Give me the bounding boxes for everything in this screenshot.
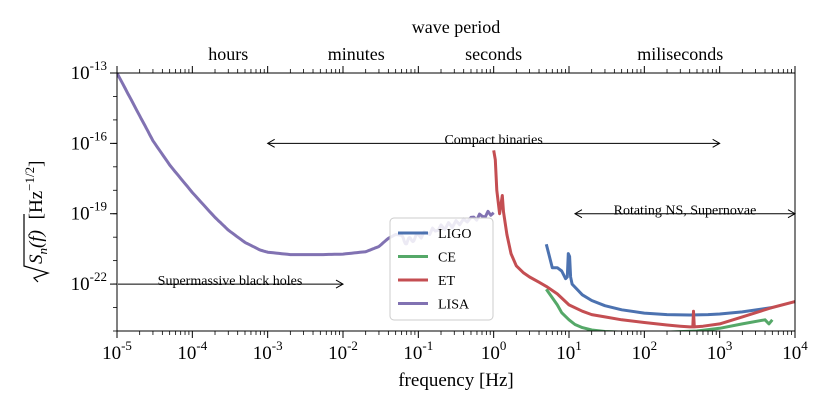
y-tick-base: 10 [71, 274, 90, 295]
y-label-unit-open: [Hz [26, 191, 47, 219]
x-tick-exp: -5 [121, 338, 132, 353]
y-tick-label: 10-22 [71, 269, 107, 295]
x-tick-exp: -4 [196, 338, 207, 353]
x-tick-base: 10 [632, 343, 651, 364]
y-tick-exp: -22 [90, 269, 107, 284]
x-tick-base: 10 [102, 343, 121, 364]
x-tick-label: 10-2 [328, 338, 358, 364]
y-tick-label: 10-19 [71, 199, 107, 225]
y-tick-label: 10-16 [71, 128, 108, 154]
x-tick-base: 10 [328, 343, 347, 364]
x-tick-label: 103 [707, 338, 733, 364]
y-tick-label: 10-13 [71, 58, 107, 84]
x-tick-label: 10-5 [102, 338, 132, 364]
x-tick-label: 102 [632, 338, 658, 364]
arrow-head-right [712, 138, 721, 148]
y-axis-label: Sn(f) [Hz−1/2] [22, 161, 50, 283]
top-axis-label: seconds [465, 44, 522, 64]
x-tick-base: 10 [177, 343, 196, 364]
x-tick-label: 10-3 [253, 338, 283, 364]
y-tick-exp: -19 [90, 199, 107, 214]
y-tick-exp: -13 [90, 58, 107, 73]
x-tick-exp: -2 [347, 338, 358, 353]
y-label-arg: (f) [26, 230, 47, 248]
x-tick-exp: -3 [272, 338, 283, 353]
x-tick-label: 104 [782, 338, 808, 364]
annotation-label: Rotating NS, Supernovae [614, 204, 757, 219]
x-tick-base: 10 [481, 343, 500, 364]
x-tick-exp: 1 [575, 338, 582, 353]
x-tick-exp: 4 [801, 338, 808, 353]
y-tick-base: 10 [71, 204, 90, 225]
y-label-unit-close: ] [26, 161, 47, 167]
x-tick-base: 10 [403, 343, 422, 364]
x-tick-exp: 0 [500, 338, 507, 353]
x-tick-base: 10 [556, 343, 575, 364]
y-label-base: S [26, 254, 47, 264]
arrow-head-left [573, 209, 583, 219]
y-axis-label-text: Sn(f) [Hz−1/2] [22, 161, 50, 264]
y-label-space [26, 225, 47, 230]
x-tick-base: 10 [253, 343, 272, 364]
x-tick-base: 10 [782, 343, 801, 364]
x-tick-exp: 3 [726, 338, 733, 353]
x-tick-label: 100 [481, 338, 506, 364]
top-axis-label: minutes [328, 44, 385, 64]
arrow-head-right [335, 279, 345, 289]
annotation-label: Supermassive black holes [158, 274, 303, 289]
annotation-arrow-0 [266, 138, 721, 148]
series-line-ligo [544, 243, 773, 317]
legend-label: ET [438, 274, 456, 289]
y-label-unit-exp: −1/2 [22, 167, 37, 191]
x-axis-label: frequency [Hz] [398, 370, 514, 391]
top-axis-label: hours [208, 44, 248, 64]
legend-label: CE [438, 251, 456, 266]
legend-box [389, 217, 494, 321]
plot-frame [116, 72, 796, 332]
legend-label: LISA [438, 298, 470, 313]
top-axis-label: miliseconds [637, 44, 723, 64]
y-tick-base: 10 [71, 133, 90, 154]
x-tick-exp: -1 [422, 338, 433, 353]
x-axis-label-unit: [Hz] [479, 370, 514, 391]
x-tick-label: 10-1 [403, 338, 433, 364]
arrow-head-left [266, 138, 275, 148]
y-label-sub: n [35, 248, 50, 255]
sqrt-icon [23, 214, 50, 283]
y-tick-base: 10 [71, 63, 90, 84]
annotation-label: Compact binaries [444, 133, 542, 148]
series-line-ce [545, 288, 774, 331]
x-tick-exp: 2 [651, 338, 658, 353]
x-axis-label-text: frequency [398, 370, 474, 391]
top-axis-title: wave period [412, 17, 500, 37]
y-tick-exp: -16 [90, 128, 108, 143]
x-tick-base: 10 [707, 343, 726, 364]
legend-label: LIGO [438, 227, 471, 242]
series-line-et [492, 150, 795, 329]
annotation-arrow-2 [118, 279, 345, 289]
x-tick-label: 10-4 [177, 338, 207, 364]
x-tick-label: 101 [556, 338, 582, 364]
